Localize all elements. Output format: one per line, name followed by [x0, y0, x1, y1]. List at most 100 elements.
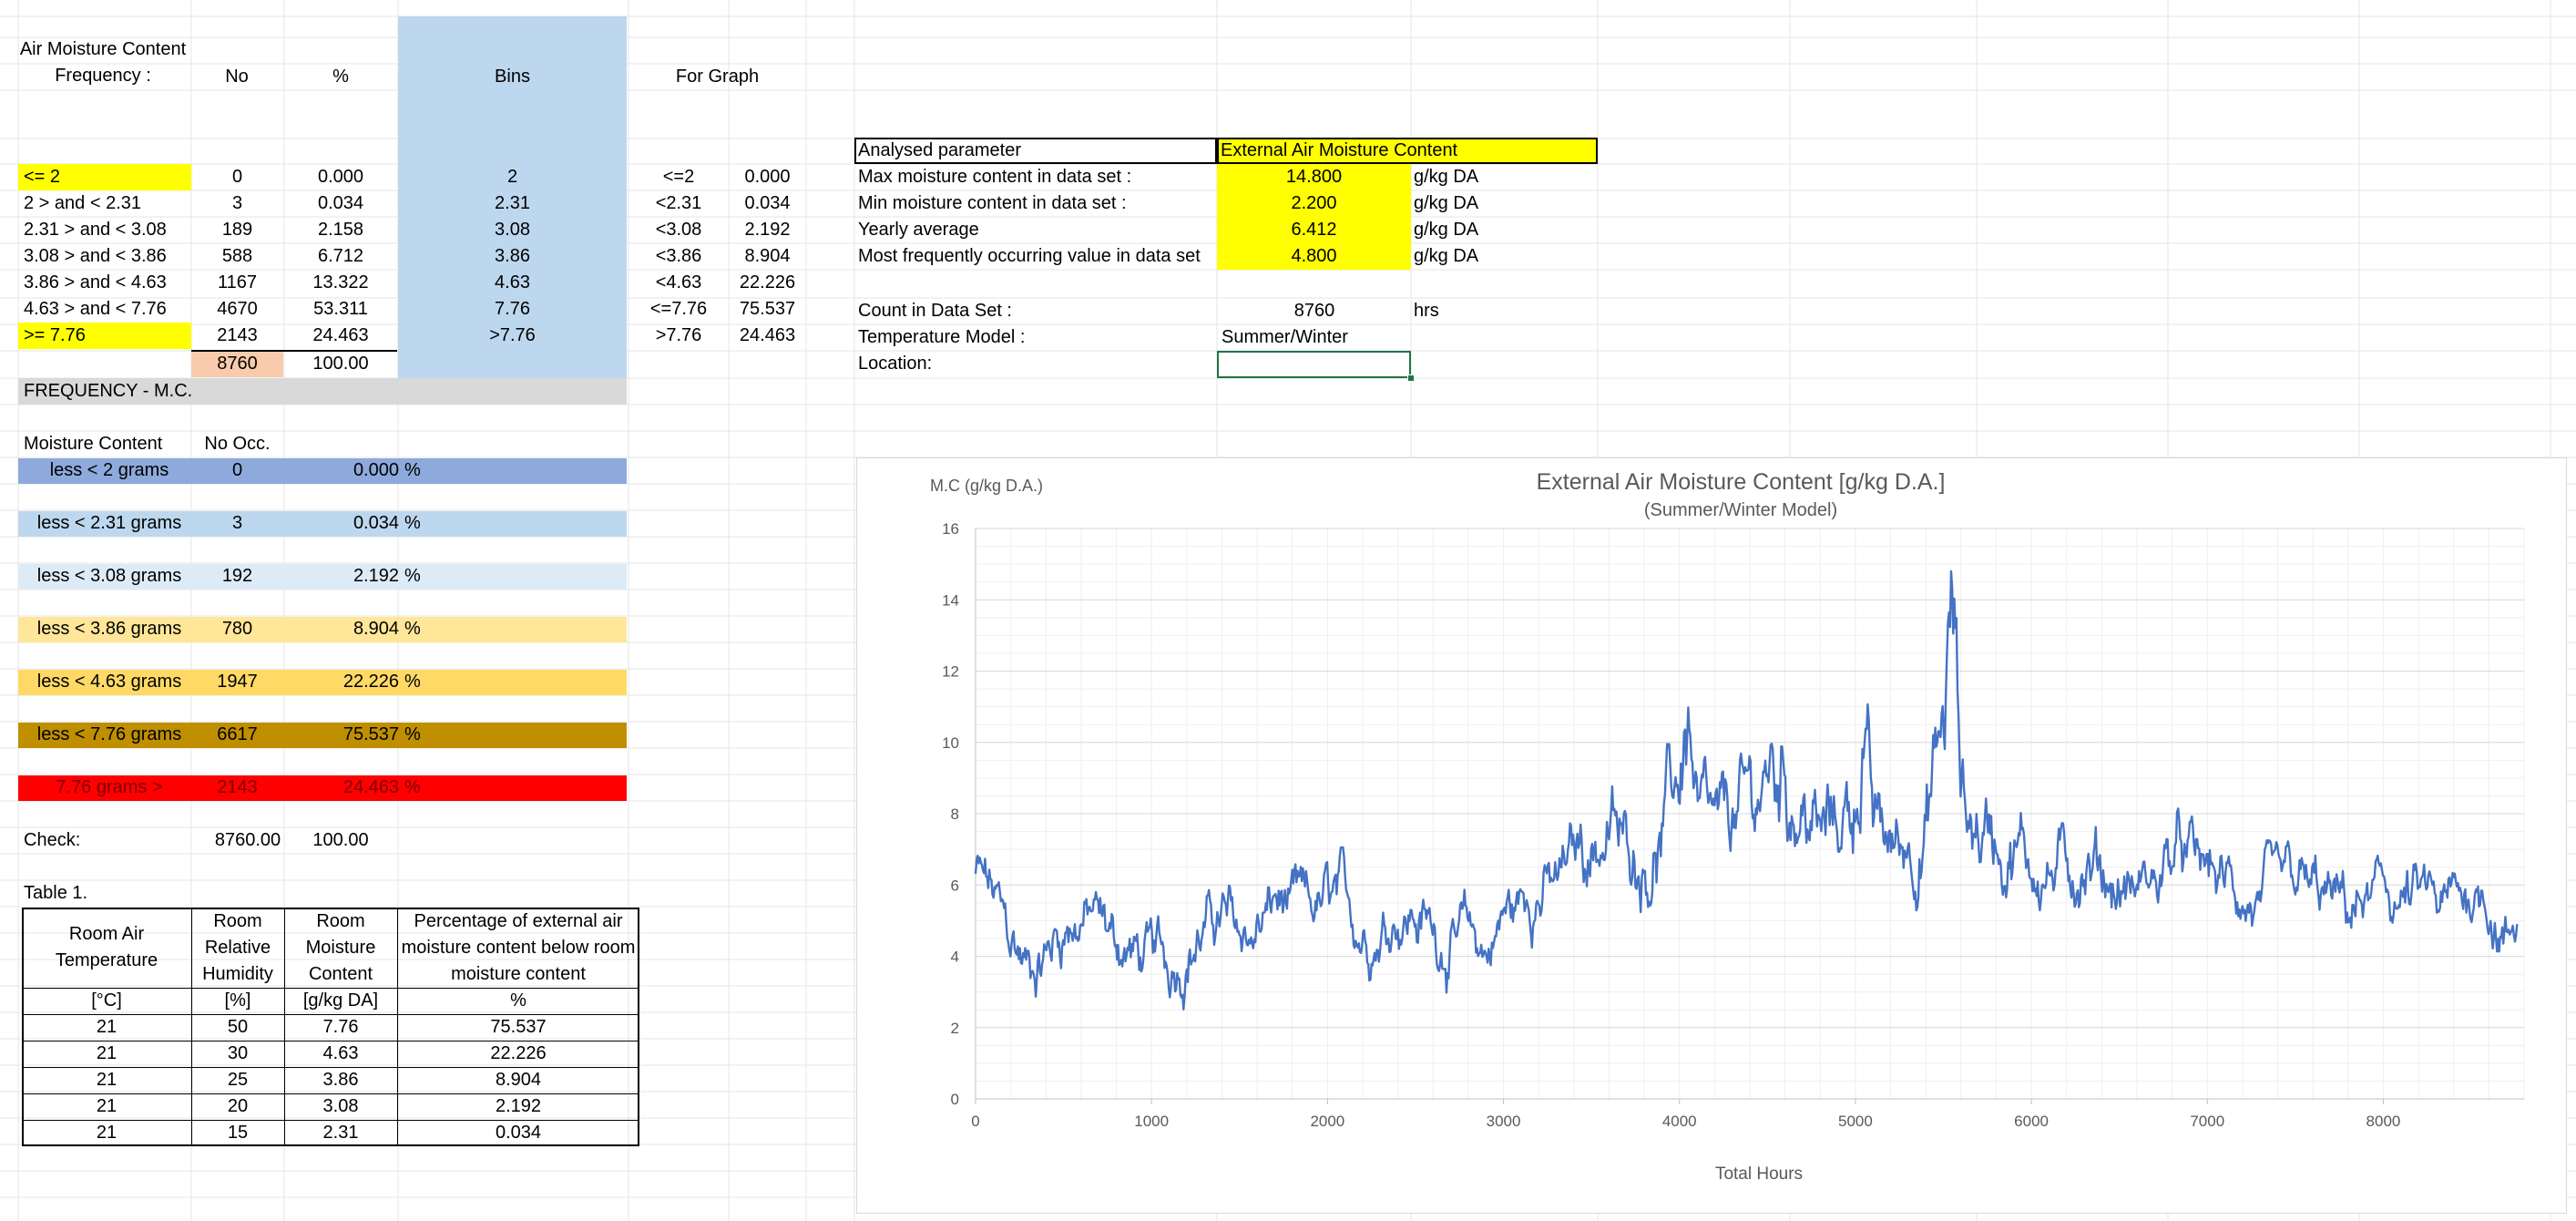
freq-row-pct[interactable]: 0.000 — [317, 167, 364, 187]
freq-row-no[interactable]: 1167 — [217, 272, 257, 292]
table1-cell[interactable]: 21 — [96, 1070, 118, 1090]
mc-row-label[interactable]: less < 3.86 grams — [36, 619, 182, 639]
mc-row-pct[interactable]: 0.000 — [353, 460, 399, 480]
mc-row-label[interactable]: less < 3.08 grams — [36, 566, 182, 586]
freq-total-no[interactable]: 8760 — [217, 354, 258, 374]
freq-row-label[interactable]: 3.08 > and < 3.86 — [24, 246, 167, 266]
freq-row-graph-value[interactable]: 24.463 — [739, 325, 796, 345]
mc-header-occ[interactable]: No Occ. — [204, 434, 271, 454]
table1-cell[interactable]: 4.63 — [322, 1043, 359, 1063]
summary-value[interactable]: 6.412 — [1291, 220, 1337, 240]
table1-cell[interactable]: 2.192 — [495, 1096, 542, 1116]
freq-total-pct[interactable]: 100.00 — [312, 354, 369, 374]
mc-row-occ[interactable]: 0 — [231, 460, 243, 480]
mc-row-pct[interactable]: 8.904 — [353, 619, 399, 639]
freq-row-label[interactable]: 2 > and < 2.31 — [24, 193, 142, 213]
freq-row-graph-label[interactable]: <3.86 — [655, 246, 702, 266]
summary-label[interactable]: Max moisture content in data set : — [858, 167, 1132, 187]
mc-row-label[interactable]: 7.76 grams > — [56, 777, 163, 797]
table1-header[interactable]: Room Moisture Content — [305, 910, 376, 984]
table1-unit[interactable]: [°C] — [91, 990, 122, 1011]
location-value[interactable] — [1222, 351, 1404, 377]
mc-row-label[interactable]: less < 2 grams — [49, 460, 169, 480]
freq-row-no[interactable]: 4670 — [217, 299, 258, 319]
table1-unit[interactable]: [g/kg DA] — [302, 990, 379, 1011]
freq-row-graph-value[interactable]: 8.904 — [744, 246, 791, 266]
location-label[interactable]: Location: — [858, 354, 933, 374]
table1-unit[interactable]: [%] — [224, 990, 251, 1011]
count-value[interactable]: 8760 — [1293, 301, 1335, 321]
param-label[interactable]: Analysed parameter — [858, 140, 1021, 160]
freq-row-no[interactable]: 0 — [231, 167, 243, 187]
freq-row-graph-label[interactable]: <=7.76 — [649, 299, 708, 319]
freq-row-bin[interactable]: 3.08 — [495, 220, 530, 240]
table1-cell[interactable]: 21 — [96, 1043, 118, 1063]
series-line[interactable] — [974, 569, 2519, 1011]
summary-unit[interactable]: g/kg DA — [1414, 193, 1479, 213]
table1-cell[interactable]: 21 — [96, 1017, 118, 1037]
moisture-chart[interactable]: 0 2 4 6 8 10 12 14 16 0 1000 2000 3000 4000 5000 6000 70… — [856, 457, 2567, 1214]
mc-header-content[interactable]: Moisture Content — [24, 434, 163, 454]
table1-title[interactable]: Table 1. — [24, 883, 88, 903]
param-value[interactable]: External Air Moisture Content — [1221, 140, 1458, 160]
mc-row-label[interactable]: less < 2.31 grams — [36, 513, 182, 533]
mc-row-unit[interactable]: % — [404, 777, 421, 797]
freq-row-no[interactable]: 3 — [231, 193, 243, 213]
table1-cell[interactable]: 3.08 — [322, 1096, 359, 1116]
check-pct[interactable]: 100.00 — [312, 830, 369, 850]
mc-row-label[interactable]: less < 7.76 grams — [36, 724, 182, 744]
summary-unit[interactable]: g/kg DA — [1414, 167, 1479, 187]
summary-value[interactable]: 14.800 — [1285, 167, 1343, 187]
freq-row-pct[interactable]: 2.158 — [317, 220, 364, 240]
freq-row-no[interactable]: 189 — [221, 220, 253, 240]
freq-row-graph-value[interactable]: 0.034 — [744, 193, 791, 213]
table1-cell[interactable]: 75.537 — [490, 1017, 547, 1037]
table1-unit[interactable]: % — [510, 990, 526, 1011]
freq-row-graph-value[interactable]: 22.226 — [739, 272, 796, 292]
mc-title[interactable]: FREQUENCY - M.C. — [24, 381, 193, 401]
freq-row-graph-value[interactable]: 2.192 — [744, 220, 791, 240]
mc-row-unit[interactable]: % — [404, 566, 421, 586]
mc-row-unit[interactable]: % — [404, 513, 421, 533]
freq-row-bin[interactable]: 2 — [506, 167, 518, 187]
table1-cell[interactable]: 3.86 — [322, 1070, 359, 1090]
table1-cell[interactable]: 20 — [227, 1096, 249, 1116]
check-label[interactable]: Check: — [24, 830, 81, 850]
mc-row-unit[interactable]: % — [404, 619, 421, 639]
summary-value[interactable]: 2.200 — [1291, 193, 1337, 213]
mc-row-label[interactable]: less < 4.63 grams — [36, 672, 182, 692]
freq-row-no[interactable]: 2143 — [217, 325, 258, 345]
freq-row-pct[interactable]: 13.322 — [312, 272, 369, 292]
summary-label[interactable]: Most frequently occurring value in data … — [858, 246, 1201, 266]
freq-row-graph-label[interactable]: <2.31 — [655, 193, 702, 213]
table1-cell[interactable]: 30 — [227, 1043, 249, 1063]
mc-row-unit[interactable]: % — [404, 724, 421, 744]
freq-row-label[interactable]: >= 7.76 — [24, 325, 86, 345]
table1-cell[interactable]: 50 — [227, 1017, 249, 1037]
freq-row-graph-label[interactable]: >7.76 — [655, 325, 702, 345]
count-unit[interactable]: hrs — [1414, 301, 1439, 321]
table1-header[interactable]: Room Air Temperature — [55, 924, 158, 970]
mc-row-pct[interactable]: 24.463 — [342, 777, 399, 797]
summary-unit[interactable]: g/kg DA — [1414, 246, 1479, 266]
mc-row-occ[interactable]: 192 — [221, 566, 253, 586]
mc-row-pct[interactable]: 0.034 — [353, 513, 399, 533]
table1-cell[interactable]: 0.034 — [495, 1123, 542, 1143]
freq-row-graph-value[interactable]: 75.537 — [739, 299, 796, 319]
freq-row-label[interactable]: 3.86 > and < 4.63 — [24, 272, 167, 292]
summary-unit[interactable]: g/kg DA — [1414, 220, 1479, 240]
freq-row-bin[interactable]: 4.63 — [495, 272, 530, 292]
model-label[interactable]: Temperature Model : — [858, 327, 1026, 347]
freq-row-pct[interactable]: 6.712 — [317, 246, 364, 266]
model-value[interactable]: Summer/Winter — [1222, 327, 1348, 347]
freq-row-no[interactable]: 588 — [221, 246, 253, 266]
mc-row-occ[interactable]: 2143 — [217, 777, 258, 797]
freq-row-pct[interactable]: 24.463 — [312, 325, 369, 345]
table1-cell[interactable]: 15 — [227, 1123, 249, 1143]
count-label[interactable]: Count in Data Set : — [858, 301, 1012, 321]
mc-row-occ[interactable]: 780 — [221, 619, 253, 639]
table1-cell[interactable]: 25 — [227, 1070, 249, 1090]
table1-header[interactable]: Room Relative Humidity — [202, 910, 273, 984]
summary-value[interactable]: 4.800 — [1291, 246, 1337, 266]
mc-row-pct[interactable]: 2.192 — [353, 566, 399, 586]
